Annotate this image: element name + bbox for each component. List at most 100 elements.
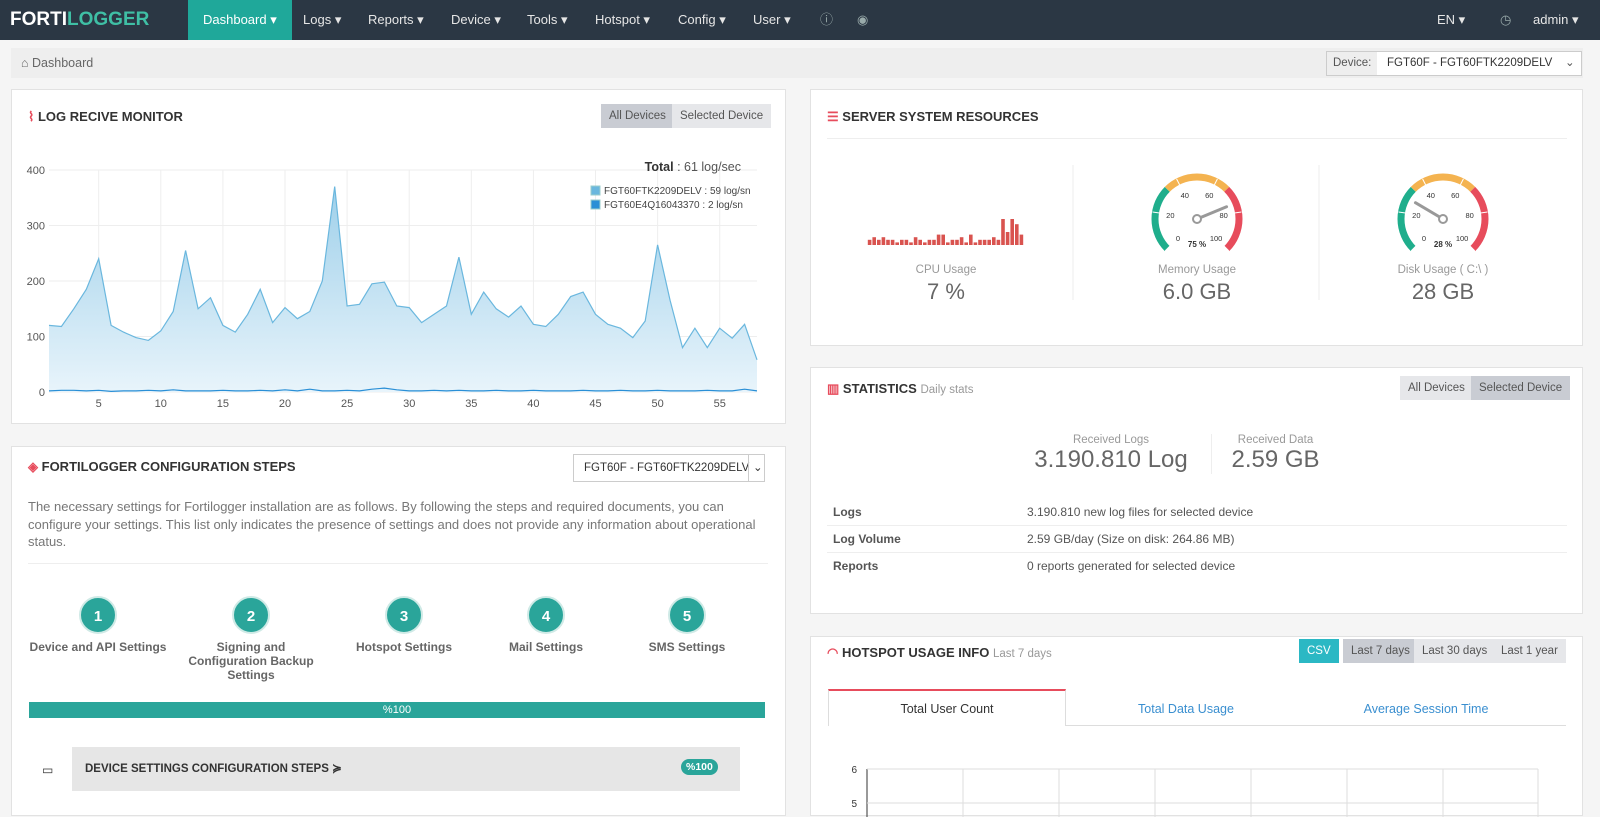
y-tick-label: 100 (27, 332, 45, 344)
kpi-label: Received Logs (1072, 434, 1150, 446)
gauge-tick (1223, 245, 1230, 252)
range-button[interactable]: Last 7 days (1343, 639, 1418, 663)
section-badge: %100 (681, 759, 718, 775)
filter-button[interactable]: Selected Device (672, 104, 772, 128)
gauge-hub (1438, 214, 1448, 224)
cpu-bar (982, 239, 987, 245)
range-button[interactable]: Last 1 year (1493, 639, 1566, 663)
cpu-bar (904, 239, 909, 245)
area-fill (49, 186, 757, 392)
menu-item[interactable]: User ▾ (753, 12, 791, 27)
csv-button[interactable]: CSV (1299, 639, 1339, 663)
step[interactable]: 3 Hotspot Settings (329, 596, 479, 654)
panel-title: ▥ STATISTICS Daily stats (827, 381, 974, 396)
total-label: Total (645, 160, 674, 174)
device-select[interactable]: FGT60F - FGT60FTK2209DELV ⌄ (573, 454, 765, 482)
legend-swatch (590, 185, 601, 196)
panel-title: ☰ SERVER SYSTEM RESOURCES (827, 109, 1039, 124)
y-tick-label: 6 (851, 765, 857, 776)
eye-icon[interactable]: ◉ (857, 12, 869, 27)
total: Total : 61 log/sec (645, 160, 741, 174)
step-number: 3 (385, 596, 423, 634)
gauge-tick (1410, 245, 1417, 252)
cpu-bar (946, 242, 950, 245)
step-number: 4 (527, 596, 565, 634)
step-number: 1 (79, 596, 117, 634)
menu-item[interactable]: Tools ▾ (527, 12, 568, 27)
cpu-bar (913, 237, 918, 245)
y-tick-label: 400 (27, 165, 45, 177)
kpi-value: 2.59 GB (1231, 446, 1320, 473)
menu-item[interactable]: Device ▾ (451, 12, 501, 27)
title-text: LOG RECIVE MONITOR (37, 109, 183, 124)
section-header[interactable]: DEVICE SETTINGS CONFIGURATION STEPS ≽ %1… (72, 747, 740, 791)
step-label: Hotspot Settings (356, 640, 452, 654)
filter-button[interactable]: All Devices (601, 104, 674, 128)
step[interactable]: 4 Mail Settings (471, 596, 621, 654)
brand[interactable]: FORTILOGGER (10, 0, 149, 40)
x-tick-label: 10 (155, 398, 167, 410)
menu-item[interactable]: Hotspot ▾ (595, 12, 650, 27)
x-tick-label: 15 (217, 398, 229, 410)
cpu-bar (918, 239, 922, 245)
cpu-bar (992, 237, 996, 245)
menu-label: Tools (527, 12, 558, 27)
cpu-bar (881, 237, 886, 245)
hotspot-chart: 56 (851, 765, 1539, 817)
description: The necessary settings for Fortilogger i… (28, 499, 756, 549)
panel-title: ⌇ LOG RECIVE MONITOR (28, 109, 183, 124)
divider (827, 138, 1567, 139)
cpu-bar (890, 239, 895, 245)
gauge-tick-label: 60 (1451, 191, 1459, 200)
gauge-needle (1413, 201, 1445, 221)
cpu-bar (867, 239, 872, 245)
info-icon[interactable]: ⓘ (820, 12, 834, 27)
tab[interactable]: Total User Count (828, 689, 1066, 726)
progress-label: %100 (382, 704, 412, 716)
step[interactable]: 1 Device and API Settings (23, 596, 173, 654)
series-line (48, 387, 758, 393)
gauge-tick (1469, 245, 1476, 252)
navbar: FORTILOGGER Dashboard ▾ Logs ▾ Reports ▾… (0, 0, 1600, 40)
resource-value: 7 % (927, 279, 965, 304)
gauge-hub (1192, 214, 1202, 224)
divider (28, 563, 768, 564)
cpu-bar (877, 239, 881, 245)
tab[interactable]: Average Session Time (1363, 702, 1489, 716)
gauge-tick (1213, 178, 1218, 186)
language[interactable]: EN ▾ (1437, 12, 1466, 27)
cpu-bar (978, 239, 982, 245)
step[interactable]: 5 SMS Settings (612, 596, 762, 654)
subtitle: Last 7 days (992, 648, 1052, 660)
user-menu[interactable]: admin ▾ (1533, 12, 1579, 27)
menu-item[interactable]: Dashboard ▾ (188, 0, 292, 40)
breadcrumb[interactable]: ⌂ Dashboard (21, 56, 94, 70)
filter-button[interactable]: Selected Device (1471, 376, 1571, 400)
filter-button[interactable]: All Devices (1400, 376, 1473, 400)
panel-title: ◈ FORTILOGGER CONFIGURATION STEPS (28, 459, 296, 474)
cpu-bar (964, 242, 968, 245)
gauge-tick-label: 80 (1465, 211, 1473, 220)
menu-item[interactable]: Logs ▾ (303, 12, 342, 27)
gauge-tick-label: 100 (1456, 234, 1469, 243)
resource-label: Disk Usage ( C:\ ) (1398, 264, 1489, 276)
clock-icon[interactable]: ◷ (1500, 12, 1512, 27)
x-tick-label: 5 (96, 398, 102, 410)
gauge-band (1164, 173, 1230, 192)
device-select-label: Device: (1327, 52, 1378, 75)
subtitle: Daily stats (920, 384, 974, 396)
gauge-tick-label: 60 (1205, 191, 1213, 200)
range-button[interactable]: Last 30 days (1414, 639, 1496, 663)
x-tick-label: 35 (465, 398, 477, 410)
menu-item[interactable]: Reports ▾ (368, 12, 424, 27)
menu-label: Reports (368, 12, 414, 27)
tab[interactable]: Total Data Usage (1138, 702, 1234, 716)
cpu-bar (923, 242, 927, 245)
menu-label: Device (451, 12, 491, 27)
menu-item[interactable]: Config ▾ (678, 12, 726, 27)
x-tick-label: 25 (341, 398, 353, 410)
device-select[interactable]: Device: FGT60F - FGT60FTK2209DELV ⌄ (1326, 51, 1582, 76)
step[interactable]: 2 Signing and Configuration Backup Settin… (176, 596, 326, 682)
resource-label: CPU Usage (916, 264, 977, 276)
